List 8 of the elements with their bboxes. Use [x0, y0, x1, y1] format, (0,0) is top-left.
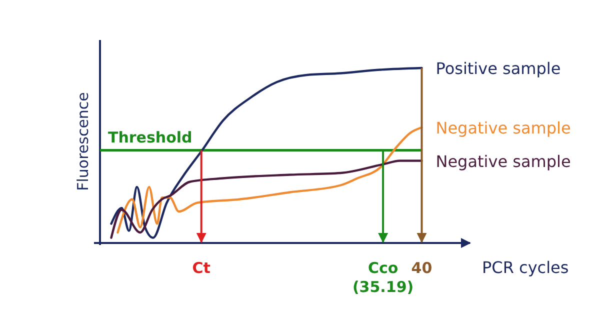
ref-line-label: Threshold: [108, 128, 192, 146]
series-label: Negative sample: [436, 152, 571, 171]
x-axis-title: PCR cycles: [482, 258, 569, 277]
x-tick-label: Ct: [192, 259, 210, 277]
x-tick-label: 40: [411, 259, 432, 277]
y-axis-title: Fluorescence: [74, 92, 92, 191]
series-label: Positive sample: [436, 59, 561, 78]
series-label: Negative sample: [436, 118, 571, 138]
